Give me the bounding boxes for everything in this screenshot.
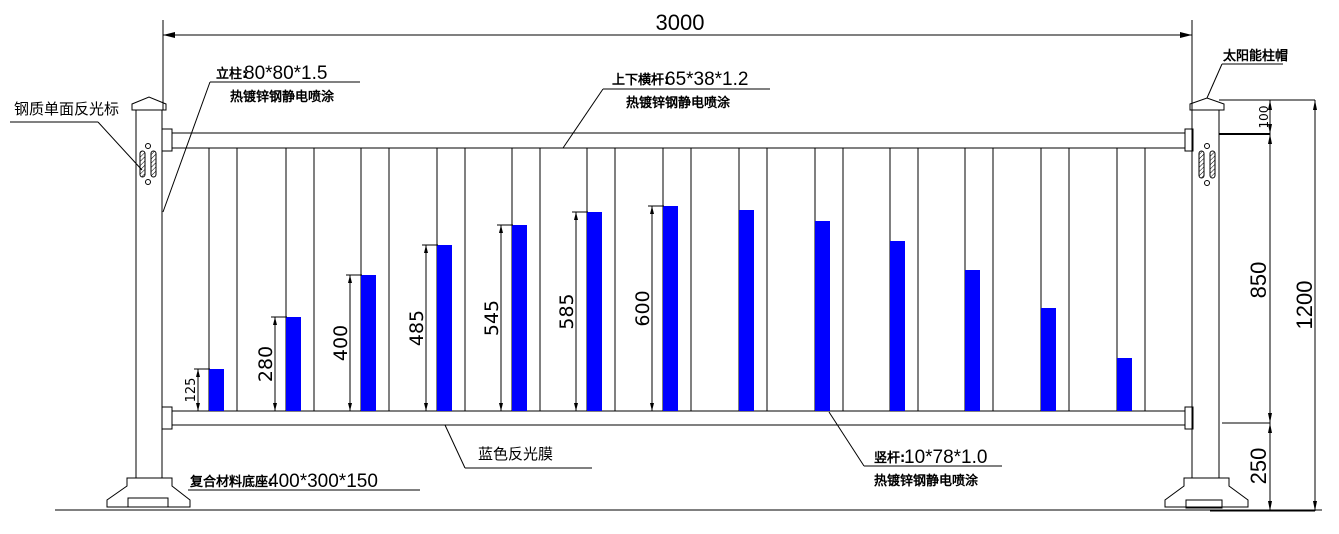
- post-spec: 80*80*1.5: [244, 63, 327, 84]
- blue-film-label: 蓝色反光膜: [478, 445, 553, 463]
- base-annotation: 复合材料底座: 400*300*150: [188, 471, 420, 492]
- blue-reflective-film: [1041, 308, 1056, 411]
- film-height-dimension: 280: [255, 316, 287, 411]
- picket: [1116, 148, 1146, 411]
- film-height-dimension: 485: [406, 244, 438, 411]
- film-height-label: 545: [481, 300, 503, 336]
- blue-reflective-film: [512, 225, 527, 411]
- pickets: [208, 148, 1146, 411]
- solar-cap-label: 太阳能柱帽: [1222, 48, 1288, 64]
- right-post: [1164, 97, 1249, 509]
- rail-spec-name: 上下横杆:: [612, 72, 669, 88]
- film-height-label: 280: [255, 346, 277, 382]
- blue-reflective-film: [663, 206, 678, 411]
- base-spec-name: 复合材料底座:: [189, 474, 273, 490]
- picket: [662, 148, 692, 411]
- post-finish: 热镀锌钢静电喷涂: [230, 89, 335, 105]
- film-height-label: 585: [556, 293, 578, 329]
- top-offset-label: 100: [1257, 106, 1271, 129]
- left-post: [106, 96, 191, 508]
- blue-reflective-film: [815, 221, 830, 411]
- total-height-label: 1200: [1292, 281, 1317, 330]
- rail-finish: 热镀锌钢静电喷涂: [626, 95, 731, 111]
- top-rail: [171, 132, 1186, 149]
- film-height-label: 400: [330, 325, 352, 361]
- picket: [208, 148, 238, 411]
- film-height-dimension: 125: [184, 368, 210, 411]
- height-dimensions: 100 850 250 1200: [1210, 99, 1317, 512]
- rail-annotation: 上下横杆: 65*38*1.2 热镀锌钢静电喷涂: [562, 69, 770, 149]
- picket: [814, 148, 844, 411]
- picket: [889, 148, 919, 411]
- picket: [436, 148, 466, 411]
- total-length-label: 3000: [656, 10, 705, 35]
- blue-reflective-film: [361, 275, 376, 411]
- bottom-offset-label: 250: [1246, 448, 1271, 485]
- picket-spec: 10*78*1.0: [904, 447, 987, 468]
- picket: [360, 148, 390, 411]
- picket: [511, 148, 541, 411]
- film-height-dimension: 600: [632, 205, 664, 411]
- film-height-label: 600: [632, 290, 654, 326]
- total-length-dimension: 3000: [162, 10, 1193, 110]
- blue-reflective-film: [587, 212, 602, 411]
- film-height-label: 485: [406, 310, 428, 346]
- picket: [1040, 148, 1070, 411]
- base-spec: 400*300*150: [268, 471, 378, 492]
- blue-reflective-film: [890, 241, 905, 411]
- film-height-dimension: 585: [556, 211, 588, 411]
- reflector-annotation: 钢质单面反光标: [10, 100, 143, 171]
- picket: [285, 148, 315, 411]
- rail-spec: 65*38*1.2: [665, 69, 748, 90]
- reflector-icon: [139, 143, 157, 185]
- solar-cap-annotation: 太阳能柱帽: [1206, 48, 1288, 99]
- film-height-dimension: 400: [330, 274, 362, 411]
- film-height-dimensions: 125 280 400 485 545 585 600: [184, 205, 664, 411]
- blue-reflective-film: [286, 317, 301, 411]
- picket: [586, 148, 616, 411]
- rail-spacing-label: 850: [1246, 262, 1271, 299]
- blue-reflective-film: [965, 270, 980, 411]
- blue-reflective-film: [739, 210, 754, 411]
- post-spec-name: 立柱:: [216, 66, 247, 82]
- reflector-label: 钢质单面反光标: [14, 100, 119, 118]
- blue-reflective-film: [437, 245, 452, 411]
- film-height-dimension: 545: [481, 224, 513, 411]
- picket-finish: 热镀锌钢静电喷涂: [874, 473, 979, 489]
- blue-reflective-film: [1117, 358, 1132, 411]
- film-annotation: 蓝色反光膜: [444, 424, 592, 469]
- post-annotation: 立柱: 80*80*1.5 热镀锌钢静电喷涂: [162, 63, 360, 213]
- picket-spec-name: 竖杆:: [874, 450, 905, 466]
- picket: [964, 148, 994, 411]
- reflector-icon: [1198, 143, 1216, 186]
- blue-reflective-film: [209, 369, 224, 411]
- picket: [738, 148, 768, 411]
- film-height-label: 125: [184, 378, 199, 403]
- bottom-rail: [171, 410, 1186, 426]
- picket-annotation: 竖杆: 10*78*1.0 热镀锌钢静电喷涂: [828, 411, 1002, 489]
